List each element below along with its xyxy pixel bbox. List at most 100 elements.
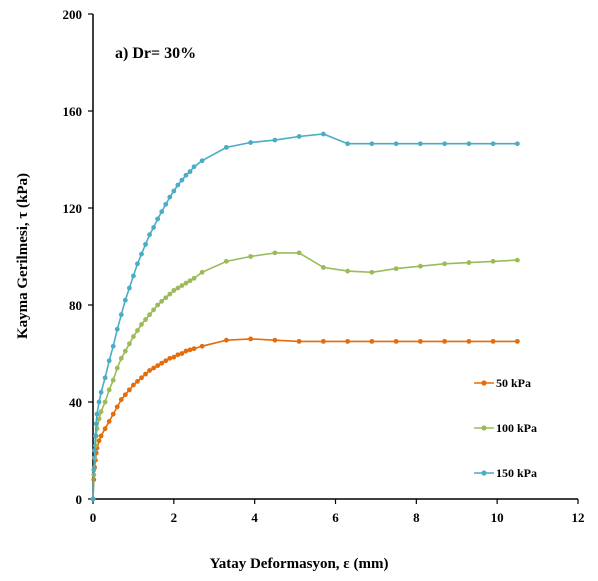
data-point	[490, 338, 496, 344]
data-point	[171, 188, 177, 194]
data-point	[466, 141, 472, 147]
data-point	[191, 346, 197, 352]
x-tick-label: 6	[332, 510, 339, 525]
legend-label: 50 kPa	[496, 376, 531, 390]
data-point	[175, 352, 181, 358]
data-point	[223, 258, 229, 264]
data-point	[159, 209, 165, 215]
data-point	[345, 141, 351, 147]
data-point	[417, 141, 423, 147]
y-tick-label: 40	[69, 395, 82, 410]
x-tick-label: 12	[572, 510, 585, 525]
data-point	[514, 141, 520, 147]
data-point	[163, 358, 169, 364]
data-point	[118, 355, 124, 361]
legend-label: 150 kPa	[496, 466, 537, 480]
data-point	[147, 232, 152, 238]
data-point	[131, 273, 136, 279]
y-tick-label: 80	[69, 298, 82, 313]
series-layer	[90, 131, 520, 502]
series-1	[90, 336, 520, 502]
data-point	[167, 194, 173, 200]
data-point	[118, 397, 124, 402]
data-point	[110, 377, 116, 383]
legend-item: 150 kPa	[474, 466, 537, 480]
data-point	[96, 438, 102, 444]
data-point	[369, 269, 375, 275]
data-point	[110, 343, 116, 349]
data-point	[114, 404, 120, 410]
x-axis-title: Yatay Deformasyon, ε (mm)	[210, 556, 389, 572]
data-point	[490, 141, 496, 147]
series-2	[90, 250, 520, 502]
data-point	[143, 241, 148, 247]
data-point	[131, 334, 136, 339]
series-line	[92, 338, 518, 500]
data-point	[155, 363, 161, 369]
data-point	[272, 250, 278, 256]
data-point	[159, 360, 165, 366]
data-point	[102, 399, 108, 405]
data-point	[122, 297, 128, 303]
data-point	[296, 134, 302, 139]
data-point	[135, 328, 140, 333]
data-point	[110, 411, 116, 417]
data-point	[114, 326, 120, 332]
data-point	[139, 375, 144, 381]
data-point	[514, 338, 520, 344]
data-point	[179, 351, 185, 356]
data-point	[139, 251, 144, 257]
data-point	[155, 216, 161, 222]
data-point	[171, 354, 177, 360]
data-point	[490, 258, 496, 264]
data-point	[187, 278, 193, 284]
y-tick-label: 120	[63, 201, 83, 216]
legend: 50 kPa 100 kPa 150 kPa	[474, 376, 537, 480]
data-point	[151, 365, 157, 371]
data-point	[163, 201, 169, 207]
data-point	[96, 399, 102, 405]
data-point	[143, 317, 148, 322]
data-point	[147, 368, 152, 373]
data-point	[155, 302, 161, 308]
data-point	[191, 164, 197, 170]
data-point	[163, 295, 169, 301]
data-point	[106, 387, 112, 393]
series-line	[92, 133, 518, 500]
data-point	[102, 426, 108, 432]
data-point	[93, 433, 98, 439]
data-point	[187, 169, 193, 175]
series-3	[90, 131, 520, 502]
y-tick-label: 200	[63, 7, 83, 22]
data-point	[199, 343, 205, 349]
data-point	[466, 260, 472, 265]
legend-item: 100 kPa	[474, 421, 537, 435]
data-point	[223, 337, 229, 343]
legend-marker	[481, 380, 487, 386]
data-point	[135, 261, 140, 267]
series-line	[92, 252, 518, 500]
data-point	[442, 338, 448, 344]
data-point	[175, 285, 181, 291]
data-point	[417, 338, 423, 344]
data-point	[151, 225, 157, 230]
data-point	[139, 322, 144, 327]
data-point	[199, 269, 205, 275]
data-point	[96, 416, 102, 422]
data-point	[143, 371, 148, 377]
data-point	[466, 338, 472, 344]
data-point	[345, 268, 351, 274]
data-point	[272, 337, 278, 343]
data-point	[514, 257, 520, 263]
data-point	[175, 182, 181, 188]
data-point	[248, 254, 254, 259]
data-point	[114, 365, 120, 371]
data-point	[106, 358, 112, 364]
data-point	[98, 389, 104, 395]
data-point	[442, 261, 448, 267]
data-point	[151, 307, 157, 313]
data-point	[417, 263, 423, 269]
data-point	[393, 338, 399, 344]
